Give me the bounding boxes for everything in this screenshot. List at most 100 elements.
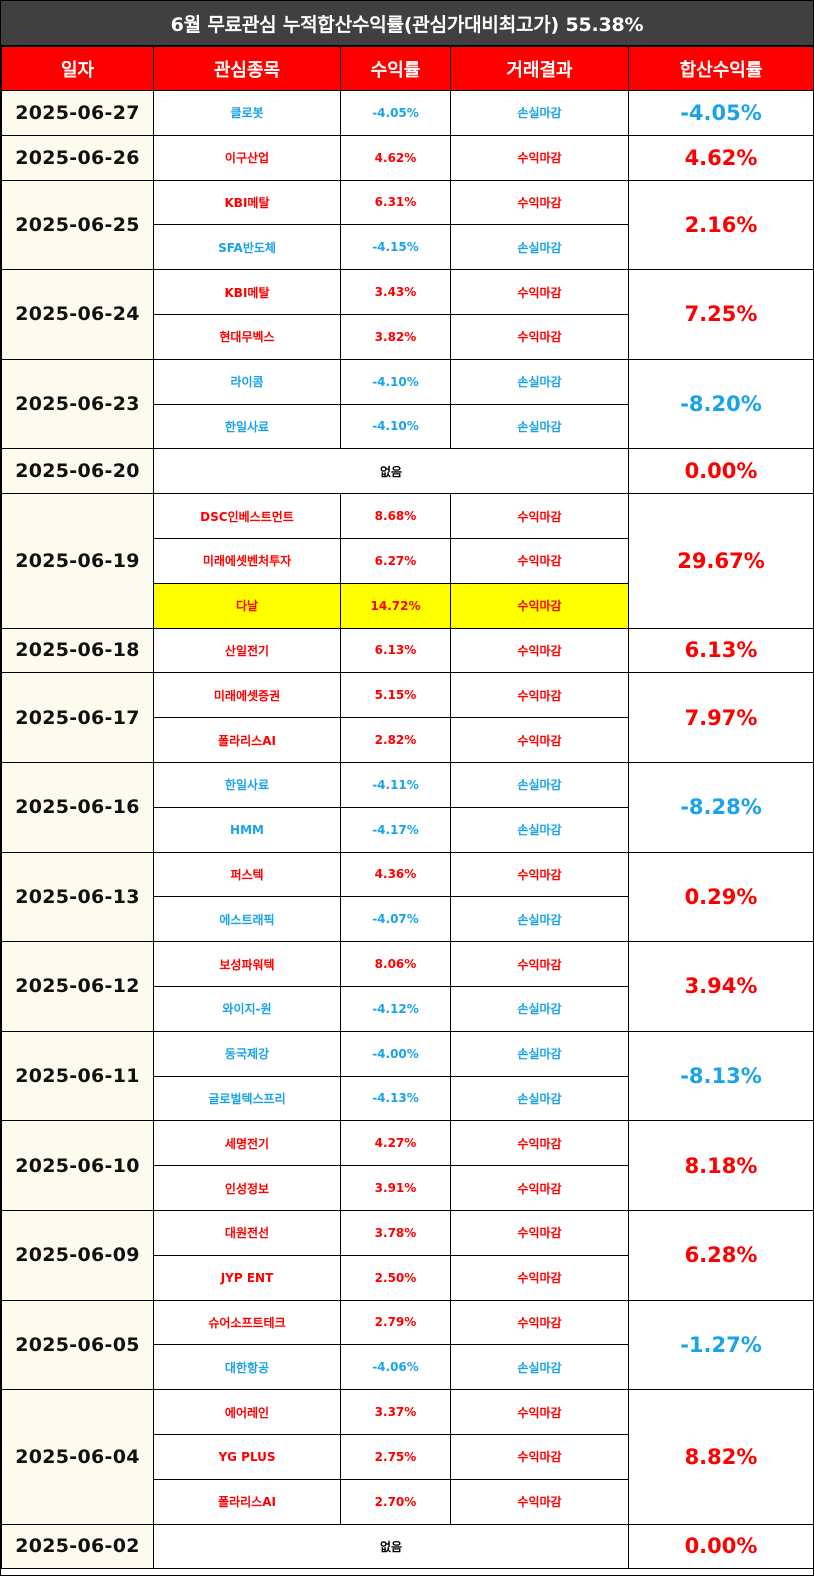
table-row: 다날 14.72% 수익마감 xyxy=(2,582,814,629)
stock-name-cell: 대한항공 xyxy=(153,1344,341,1391)
return-rate-cell: 4.62% xyxy=(340,134,451,181)
trade-result-cell: 손실마감 xyxy=(450,806,629,853)
table-row: 2025-06-04 에어레인 3.37% 수익마감 8.82% xyxy=(1,1389,814,1525)
total-return-cell: 3.94% xyxy=(628,941,814,1032)
trade-result-cell: 손실마감 xyxy=(450,224,629,271)
total-return-cell: 6.28% xyxy=(628,1209,814,1301)
return-rate-cell: 5.15% xyxy=(340,672,451,719)
date-cell: 2025-06-24 xyxy=(1,269,154,360)
no-stock-cell: 없음 xyxy=(153,448,629,495)
header-stock: 관심종목 xyxy=(153,46,341,91)
return-rate-cell: -4.12% xyxy=(340,985,451,1032)
return-rate-cell: 3.37% xyxy=(340,1389,451,1435)
stock-name-cell: 슈어소프트테크 xyxy=(153,1299,341,1346)
stock-name-cell: 다날 xyxy=(153,582,341,629)
date-cell: 2025-06-13 xyxy=(1,851,154,943)
total-return-cell: 7.97% xyxy=(628,672,814,763)
stock-name-cell: SFA반도체 xyxy=(153,224,341,271)
return-rate-cell: -4.11% xyxy=(340,761,451,808)
return-rate-cell: -4.05% xyxy=(340,90,451,136)
trade-result-cell: 손실마감 xyxy=(450,358,629,405)
trade-result-cell: 수익마감 xyxy=(450,1165,629,1211)
trade-result-cell: 수익마감 xyxy=(450,134,629,181)
return-rate-cell: 2.50% xyxy=(340,1254,451,1301)
stock-name-cell: 동국제강 xyxy=(153,1030,341,1077)
table-row: 2025-06-26 이구산업 4.62% 수익마감 4.62% xyxy=(1,134,814,181)
trade-result-cell: 수익마감 xyxy=(450,1254,629,1301)
trade-result-cell: 수익마감 xyxy=(450,941,629,987)
date-cell: 2025-06-11 xyxy=(1,1030,154,1122)
trade-result-cell: 손실마감 xyxy=(450,403,629,450)
trade-result-cell: 수익마감 xyxy=(450,627,629,674)
trade-result-cell: 수익마감 xyxy=(450,717,629,763)
table-row: 폴라리스AI 2.82% 수익마감 xyxy=(2,717,814,763)
trade-result-cell: 손실마감 xyxy=(450,761,629,808)
total-return-cell: -1.27% xyxy=(628,1299,814,1391)
table-row: 2025-06-18 산일전기 6.13% 수익마감 6.13% xyxy=(1,627,814,674)
table-row: 한일사료 -4.10% 손실마감 xyxy=(2,403,814,450)
trade-result-cell: 수익마감 xyxy=(450,537,629,584)
trade-result-cell: 수익마감 xyxy=(450,179,629,226)
stock-name-cell: 한일사료 xyxy=(153,403,341,450)
table-row: 2025-06-17 미래에셋증권 5.15% 수익마감 7.97% xyxy=(1,672,814,763)
return-rate-cell: 2.79% xyxy=(340,1299,451,1346)
date-cell: 2025-06-12 xyxy=(1,941,154,1032)
table-row: 2025-06-23 라이콤 -4.10% 손실마감 -8.20% xyxy=(1,358,814,450)
return-rate-cell: -4.00% xyxy=(340,1030,451,1077)
table-row: HMM -4.17% 손실마감 xyxy=(2,806,814,853)
return-rate-cell: -4.10% xyxy=(340,358,451,405)
stock-name-cell: 미래에셋증권 xyxy=(153,672,341,719)
table-row: 2025-06-20 없음 0.00% xyxy=(1,448,814,495)
return-rate-cell: -4.07% xyxy=(340,896,451,943)
return-rate-cell: 2.70% xyxy=(340,1478,451,1525)
trade-result-cell: 수익마감 xyxy=(450,582,629,629)
table-row: SFA반도체 -4.15% 손실마감 xyxy=(2,224,814,271)
table-row: 2025-06-27 클로봇 -4.05% 손실마감 -4.05% xyxy=(1,90,814,136)
total-return-cell: 0.00% xyxy=(628,448,814,495)
date-cell: 2025-06-05 xyxy=(1,1299,154,1391)
return-rate-cell: 8.06% xyxy=(340,941,451,987)
stock-name-cell: KBI메탈 xyxy=(153,269,341,315)
return-rate-cell: 6.27% xyxy=(340,537,451,584)
return-rate-cell: -4.15% xyxy=(340,224,451,271)
table-row: 2025-06-11 동국제강 -4.00% 손실마감 -8.13% xyxy=(1,1030,814,1122)
stock-name-cell: HMM xyxy=(153,806,341,853)
table-row: 와이지-원 -4.12% 손실마감 xyxy=(2,985,814,1032)
table-row: 2025-06-24 KBI메탈 3.43% 수익마감 7.25% xyxy=(1,269,814,360)
date-cell: 2025-06-09 xyxy=(1,1209,154,1301)
date-cell: 2025-06-10 xyxy=(1,1120,154,1211)
return-rate-cell: 2.75% xyxy=(340,1433,451,1480)
stock-name-cell: 한일사료 xyxy=(153,761,341,808)
table-row: 2025-06-02 없음 0.00% xyxy=(1,1523,814,1570)
stock-name-cell: JYP ENT xyxy=(153,1254,341,1301)
no-stock-cell: 없음 xyxy=(153,1523,629,1570)
table-row: 2025-06-09 대원전선 3.78% 수익마감 6.28% xyxy=(1,1209,814,1301)
trade-result-cell: 손실마감 xyxy=(450,1075,629,1122)
stock-name-cell: 클로봇 xyxy=(153,90,341,136)
return-rate-cell: 3.78% xyxy=(340,1209,451,1256)
total-return-cell: -4.05% xyxy=(628,90,814,136)
stock-name-cell: 라이콤 xyxy=(153,358,341,405)
stock-name-cell: 폴라리스AI xyxy=(153,717,341,763)
total-return-cell: 7.25% xyxy=(628,269,814,360)
header-rate: 수익률 xyxy=(340,46,451,91)
table-row: 미래에셋벤처투자 6.27% 수익마감 xyxy=(2,537,814,584)
table-row: 2025-06-25 KBI메탈 6.31% 수익마감 2.16% xyxy=(1,179,814,271)
return-rate-cell: 6.31% xyxy=(340,179,451,226)
trade-result-cell: 손실마감 xyxy=(450,896,629,943)
return-rate-cell: 8.68% xyxy=(340,493,451,539)
stock-name-cell: 현대무벡스 xyxy=(153,313,341,360)
table-row: 2025-06-19 DSC인베스트먼트 8.68% 수익마감 29.67% xyxy=(1,493,814,629)
date-cell: 2025-06-02 xyxy=(1,1523,154,1570)
total-return-cell: 0.29% xyxy=(628,851,814,943)
header-total: 합산수익률 xyxy=(628,46,814,91)
table-row: 2025-06-05 슈어소프트테크 2.79% 수익마감 -1.27% xyxy=(1,1299,814,1391)
trade-result-cell: 손실마감 xyxy=(450,985,629,1032)
table-row: 2025-06-16 한일사료 -4.11% 손실마감 -8.28% xyxy=(1,761,814,853)
total-return-cell: 2.16% xyxy=(628,179,814,271)
header-row: 일자 관심종목 수익률 거래결과 합산수익률 xyxy=(1,46,814,91)
return-rate-cell: -4.13% xyxy=(340,1075,451,1122)
table-body: 2025-06-27 클로봇 -4.05% 손실마감 -4.05% 2025-06-26 이… xyxy=(1,90,814,1570)
date-cell: 2025-06-17 xyxy=(1,672,154,763)
